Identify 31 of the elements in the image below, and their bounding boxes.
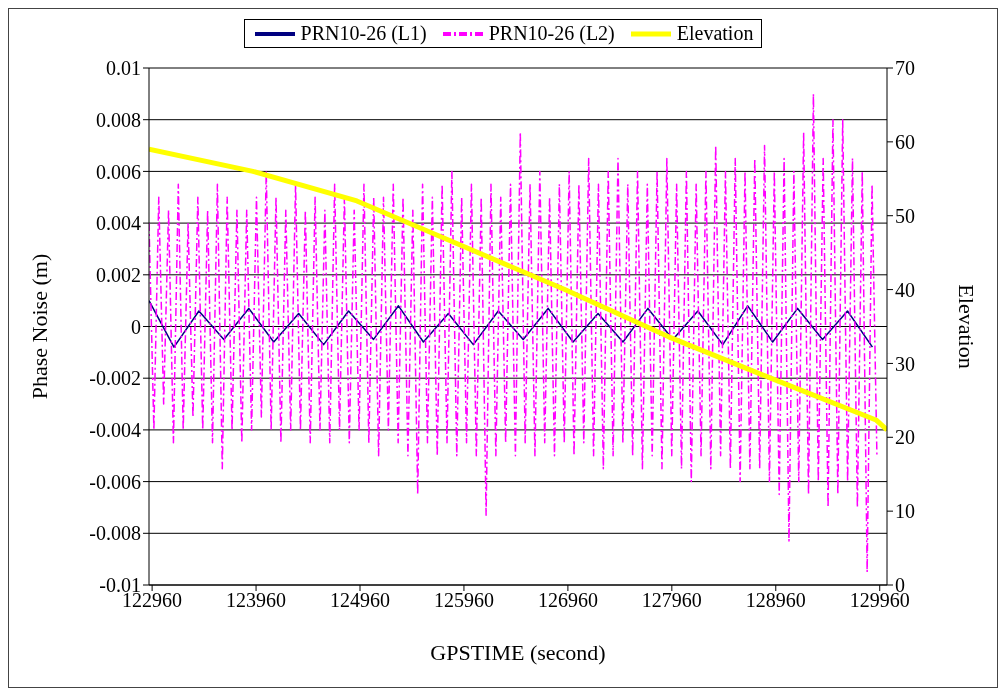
x-tick-label: 123960 xyxy=(226,589,287,612)
y-tick-label: -0.002 xyxy=(89,367,141,390)
y-tick-label: 0.006 xyxy=(96,160,141,183)
y-tick-label: 0 xyxy=(131,315,141,338)
y2-tick-label: 30 xyxy=(895,352,915,375)
y-tick-label: 0.008 xyxy=(96,108,141,131)
y2-axis-title: Elevation xyxy=(954,284,980,369)
y2-tick-label: 20 xyxy=(895,426,915,449)
legend-label: PRN10-26 (L2) xyxy=(488,22,615,45)
y-tick-label: -0.006 xyxy=(89,470,141,493)
x-tick-label: 124960 xyxy=(330,589,391,612)
x-tick-label: 126960 xyxy=(537,589,598,612)
line-series xyxy=(149,93,878,573)
x-axis-title: GPSTIME (second) xyxy=(430,640,606,665)
y-tick-label: 0.002 xyxy=(96,263,141,286)
y2-tick-label: 40 xyxy=(895,278,915,301)
y2-tick-label: 70 xyxy=(895,57,915,80)
x-tick-label: 125960 xyxy=(433,589,494,612)
legend-label: PRN10-26 (L1) xyxy=(300,22,427,45)
y2-tick-label: 10 xyxy=(895,500,915,523)
legend-label: Elevation xyxy=(676,22,754,45)
y-tick-label: -0.008 xyxy=(89,522,141,545)
y-tick-label: 0.004 xyxy=(96,212,141,235)
y2-tick-label: 50 xyxy=(895,204,915,227)
x-tick-label: 128960 xyxy=(745,589,806,612)
line-series xyxy=(149,299,874,348)
y-tick-label: -0.004 xyxy=(89,419,141,441)
x-tick-label: 127960 xyxy=(641,589,702,612)
y-axis-title: Phase Noise (m) xyxy=(26,253,52,400)
y-tick-label: 0.01 xyxy=(106,57,141,80)
y2-tick-label: 60 xyxy=(895,130,915,153)
